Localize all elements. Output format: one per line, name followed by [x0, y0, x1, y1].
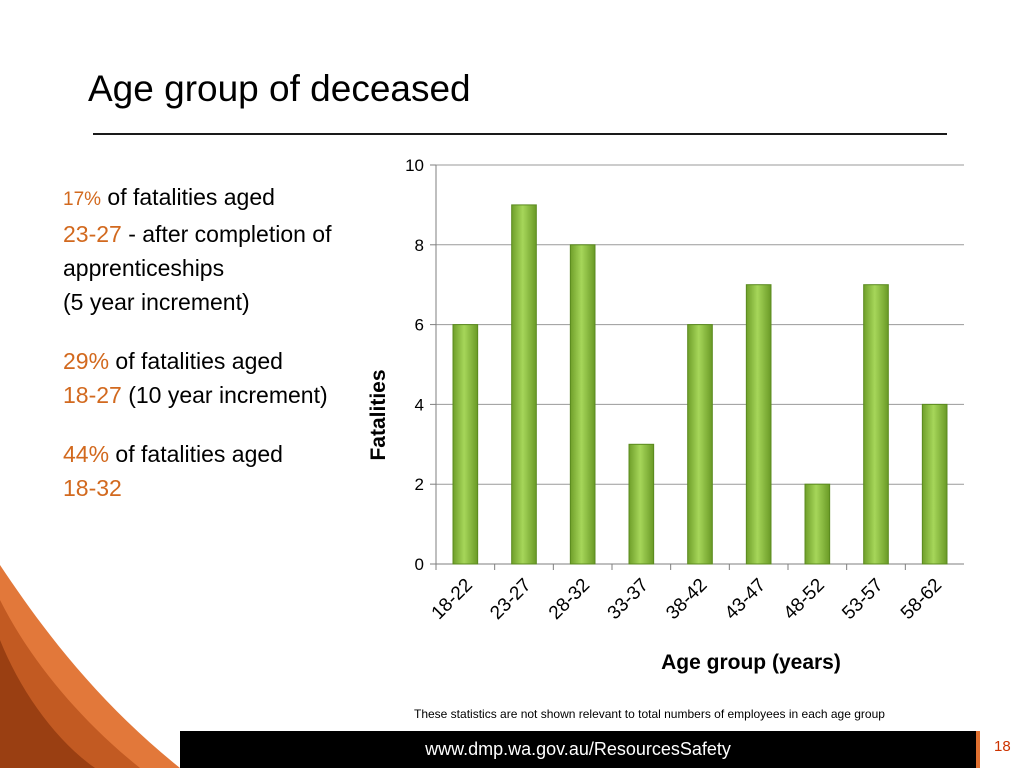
y-tick-label: 0	[415, 555, 424, 574]
y-tick-label: 2	[415, 475, 424, 494]
footer-url-link[interactable]: www.dmp.wa.gov.au/ResourcesSafety	[425, 739, 731, 759]
title-divider	[93, 133, 947, 135]
bullet-item: 44% of fatalities aged 18-32	[63, 437, 373, 505]
x-tick-labels: 18-22 23-27 28-32 33-37 38-42 43-47 48-52 53-57…	[428, 575, 947, 624]
x-tick-label: 48-52	[780, 575, 829, 624]
bullet-text: (10 year increment)	[121, 382, 328, 408]
x-axis-title: Age group (years)	[661, 651, 841, 674]
bullet-percentage: 17%	[63, 189, 102, 210]
x-tick-label: 33-37	[604, 575, 653, 624]
x-tick-label: 18-22	[428, 575, 477, 624]
bar-53-57	[863, 284, 889, 565]
bar-18-22	[452, 324, 479, 565]
footnote: These statistics are not shown relevant …	[414, 707, 885, 721]
bullet-text: of fatalities aged	[109, 348, 283, 374]
bullet-age-range: 23-27	[63, 221, 122, 247]
bar-58-62	[921, 403, 948, 565]
y-tick-label: 10	[405, 156, 424, 175]
y-tick-label: 6	[415, 316, 424, 335]
page-number: 18	[994, 738, 1011, 755]
decorative-swoosh	[0, 565, 180, 768]
bullet-text: of fatalities aged	[109, 441, 283, 467]
bar-33-37	[628, 443, 655, 565]
y-tick-label: 4	[415, 395, 424, 414]
y-tick-label: 8	[415, 236, 424, 255]
bullet-text: - after completion of apprenticeships	[63, 221, 332, 281]
y-tick-labels: 0 2 4 6 8 10	[405, 156, 424, 574]
bullet-percentage: 44%	[63, 441, 110, 467]
bullet-item: 17% of fatalities aged 23-27 - after com…	[63, 180, 373, 319]
bar-48-52	[804, 483, 831, 565]
footer-bar: www.dmp.wa.gov.au/ResourcesSafety	[180, 731, 976, 768]
bullet-text: (5 year increment)	[63, 289, 250, 315]
bar-38-42	[687, 324, 713, 565]
bullet-item: 29% of fatalities aged 18-27 (10 year in…	[63, 344, 373, 412]
x-tick-label: 38-42	[662, 575, 711, 624]
bullet-text: of fatalities aged	[101, 184, 275, 210]
x-tick-label: 53-57	[838, 575, 887, 624]
bullet-list: 17% of fatalities aged 23-27 - after com…	[63, 180, 373, 530]
x-tick-label: 43-47	[721, 575, 770, 624]
slide-title: Age group of deceased	[88, 68, 471, 109]
x-tick-label: 28-32	[545, 575, 594, 624]
bar-chart: 0 2 4 6 8 10 18-22 23-27 28-32 33-37 38-42 43-47 48…	[367, 156, 964, 674]
bar-28-32	[569, 244, 596, 565]
bullet-age-range: 18-27	[63, 382, 122, 408]
bar-43-47	[745, 284, 772, 565]
x-tick-label: 58-62	[897, 575, 946, 624]
bars	[452, 204, 948, 565]
y-axis-title: Fatalities	[367, 369, 390, 460]
footer-accent-stripe	[976, 731, 980, 768]
bullet-age-range: 18-32	[63, 475, 122, 501]
bullet-percentage: 29%	[63, 348, 110, 374]
bar-23-27	[511, 204, 537, 565]
x-tick-label: 23-27	[486, 575, 535, 624]
